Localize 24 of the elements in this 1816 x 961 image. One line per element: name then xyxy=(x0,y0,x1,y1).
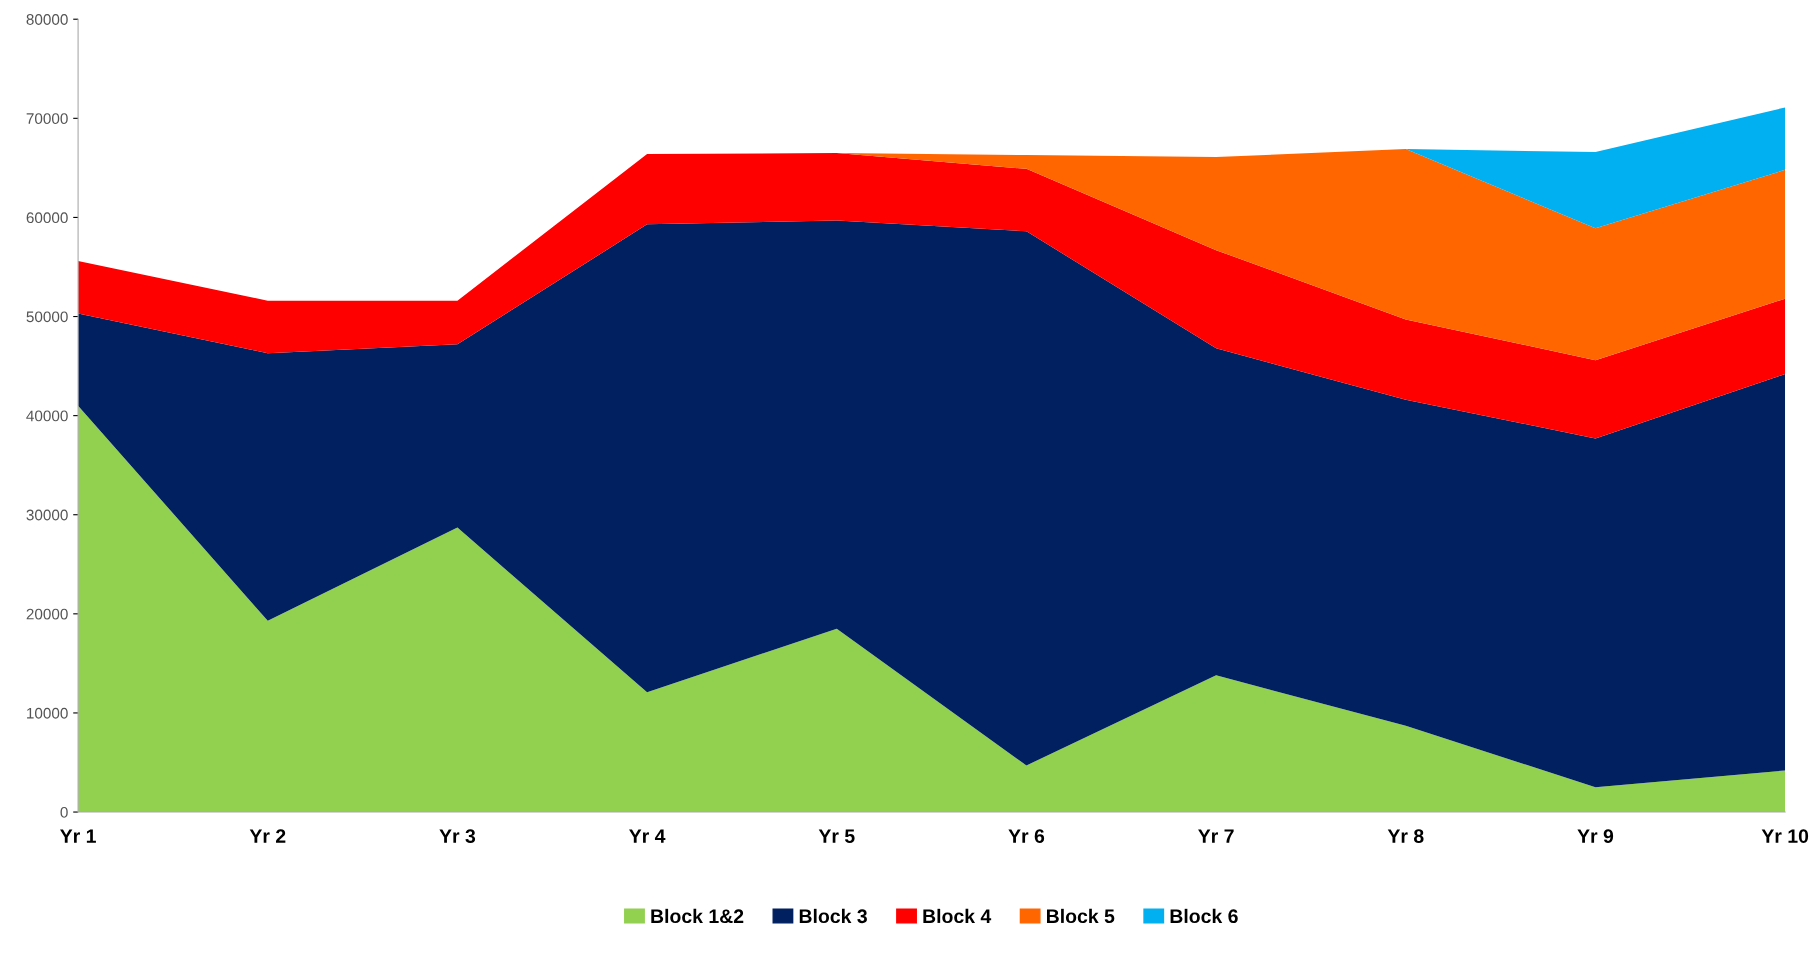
y-tick-label: 40000 xyxy=(26,410,68,422)
x-tick-label: Yr 1 xyxy=(60,829,96,843)
x-tick-label: Yr 4 xyxy=(629,829,666,843)
y-tick-label: 60000 xyxy=(26,212,68,224)
x-tick-label: Yr 2 xyxy=(249,829,286,843)
x-tick-label: Yr 8 xyxy=(1387,829,1424,843)
y-tick-label: 70000 xyxy=(26,113,68,125)
x-tick-label: Yr 5 xyxy=(818,829,855,843)
y-tick-label: 20000 xyxy=(26,608,68,620)
y-tick-label: 30000 xyxy=(26,509,68,521)
legend-label: Block 4 xyxy=(923,908,992,924)
y-tick-label: 0 xyxy=(60,806,68,818)
y-tick-label: 80000 xyxy=(26,14,68,25)
x-tick-label: Yr 7 xyxy=(1198,829,1234,843)
x-tick-label: Yr 10 xyxy=(1761,829,1809,843)
y-tick-label: 50000 xyxy=(26,311,68,323)
y-tick-label: 10000 xyxy=(27,707,68,719)
legend-label: Block 3 xyxy=(799,908,867,924)
legend-label: Block 6 xyxy=(1170,908,1238,924)
legend-label: Block 5 xyxy=(1047,908,1115,924)
x-tick-label: Yr 6 xyxy=(1008,829,1045,843)
x-tick-label: Yr 9 xyxy=(1577,829,1614,843)
x-tick-label: Yr 3 xyxy=(439,829,476,844)
legend-label: Block 1&2 xyxy=(651,908,744,924)
